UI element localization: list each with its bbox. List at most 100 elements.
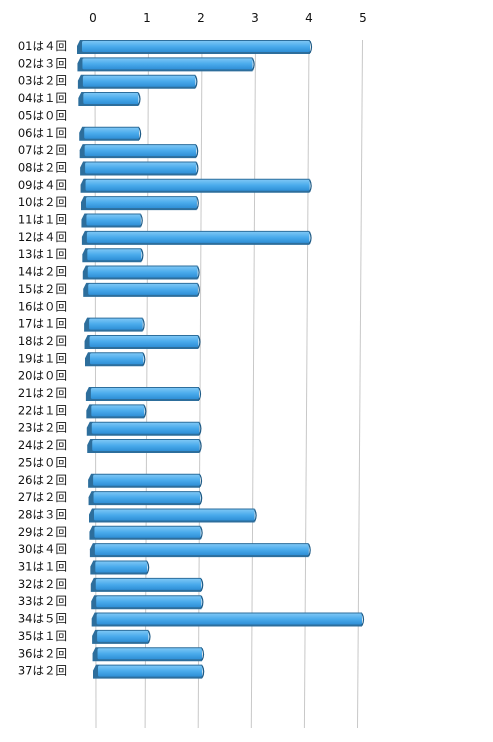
bar (91, 422, 200, 434)
category-label: 11は１回 (18, 213, 67, 227)
bar (95, 578, 202, 590)
x-tick-label: 2 (197, 11, 205, 25)
category-label: 07は２回 (18, 143, 67, 157)
bar (91, 405, 145, 417)
category-label: 06は１回 (18, 126, 67, 140)
bar-end-cap (200, 578, 204, 592)
bar (95, 561, 148, 573)
bar (87, 249, 142, 261)
category-label: 05は０回 (18, 108, 67, 122)
bar (86, 214, 141, 226)
category-label: 26は２回 (18, 473, 67, 487)
bar (82, 41, 310, 52)
bar-end-cap (308, 543, 311, 557)
bar (90, 388, 199, 399)
bar (88, 283, 198, 295)
bar-end-cap (198, 422, 202, 435)
bar (84, 127, 140, 139)
bar-end-cap (147, 630, 151, 644)
bar-end-cap (138, 127, 142, 141)
bar-end-cap (252, 58, 255, 71)
bar-end-cap (200, 595, 204, 609)
category-label: 24は２回 (18, 438, 67, 452)
category-label: 18は２回 (18, 334, 67, 348)
bar-end-cap (195, 162, 199, 175)
bar (87, 266, 198, 278)
category-labels: 01は４回 02は３回 03は２回 04は１回 05は０回 06は１回 07は２回 08は２回… (18, 39, 67, 678)
bar (98, 665, 203, 677)
bar-end-cap (142, 353, 146, 366)
bar (93, 492, 201, 504)
category-label: 13は１回 (18, 247, 67, 261)
bar (96, 613, 363, 625)
bar-end-cap (143, 405, 147, 418)
x-tick-label: 3 (251, 11, 259, 25)
bar (86, 197, 197, 209)
bar-end-cap (361, 613, 365, 626)
bar-end-cap (197, 283, 200, 297)
bar (86, 231, 310, 243)
bar-end-cap (308, 231, 312, 245)
category-label: 03は２回 (18, 74, 67, 88)
category-label: 01は４回 (18, 39, 67, 53)
bar (82, 75, 196, 87)
bar (85, 162, 197, 174)
category-label: 23は２回 (18, 421, 67, 435)
bar (97, 630, 149, 642)
bar-end-cap (201, 647, 205, 661)
bar (96, 596, 202, 608)
category-label: 37は２回 (18, 664, 67, 678)
category-label: 30は４回 (18, 542, 67, 556)
x-tick-label: 1 (143, 11, 151, 25)
category-label: 20は０回 (18, 369, 67, 383)
category-label: 21は２回 (18, 386, 67, 400)
category-label: 15は２回 (18, 282, 67, 296)
category-label: 33は２回 (18, 594, 67, 608)
bar-end-cap (196, 196, 199, 210)
x-axis-ticks: 0 1 2 3 4 5 (89, 11, 367, 25)
x-tick-label: 0 (89, 11, 97, 25)
bar-end-cap (200, 526, 203, 540)
category-label: 12は４回 (18, 230, 67, 244)
bar (94, 509, 255, 521)
bar-end-cap (197, 266, 200, 279)
bar-end-cap (197, 335, 201, 349)
bar (84, 145, 197, 157)
bar-end-cap (198, 387, 202, 401)
category-label: 04は１回 (18, 91, 67, 105)
category-label: 09は４回 (18, 178, 67, 192)
bar (92, 440, 200, 452)
category-label: 31は１回 (18, 560, 67, 574)
bar (89, 335, 199, 347)
category-label: 29は２回 (18, 525, 67, 539)
bar (93, 474, 200, 486)
bar-end-cap (199, 439, 202, 453)
x-tick-label: 4 (305, 11, 313, 25)
category-label: 34は５回 (18, 612, 67, 626)
category-label: 14は２回 (18, 265, 67, 279)
bar (94, 544, 309, 556)
bar-end-cap (140, 248, 144, 262)
category-label: 32は２回 (18, 577, 67, 591)
bar-end-cap (309, 179, 312, 193)
category-label: 19は１回 (18, 351, 67, 365)
bar (94, 526, 201, 538)
bar (89, 318, 143, 330)
category-label: 16は０回 (18, 299, 67, 313)
bar-end-cap (199, 491, 203, 505)
bar-end-cap (201, 665, 205, 678)
x-tick-label: 5 (359, 11, 367, 25)
bar-end-cap (199, 474, 203, 488)
bar (85, 179, 310, 191)
category-label: 35は１回 (18, 629, 67, 643)
category-label: 22は１回 (18, 403, 67, 417)
bar-end-cap (254, 509, 257, 522)
bar (90, 353, 144, 365)
bar-end-cap (195, 144, 199, 158)
category-label: 27は２回 (18, 490, 67, 504)
bars (82, 40, 365, 678)
bar-end-cap (142, 318, 145, 331)
bar-end-cap (194, 75, 198, 88)
bar-end-cap (140, 214, 143, 227)
